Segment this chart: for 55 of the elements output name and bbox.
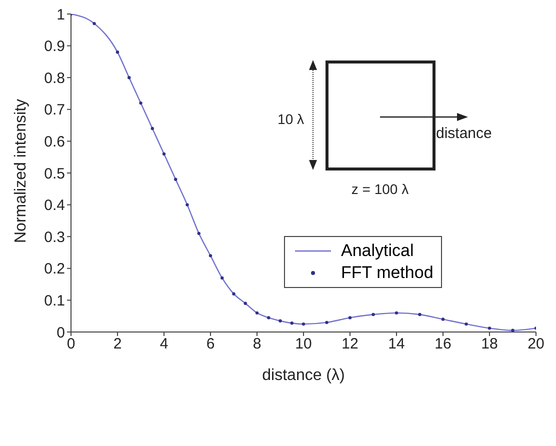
annotation: z = 100 λ <box>351 181 409 197</box>
legend-label: Analytical <box>341 240 414 262</box>
point <box>325 320 328 324</box>
legend-label: FFT method <box>341 262 434 284</box>
y-tick-label: 0.4 <box>44 197 65 214</box>
point <box>220 276 224 280</box>
x-tick-label: 14 <box>388 336 405 353</box>
point <box>394 311 398 315</box>
x-tick-label: 18 <box>481 336 498 353</box>
point <box>267 316 270 320</box>
point <box>128 76 131 80</box>
x-tick-label: 8 <box>252 336 262 353</box>
x-tick-label: 6 <box>206 336 215 353</box>
point <box>488 326 492 330</box>
point <box>174 178 178 181</box>
point <box>232 292 236 296</box>
x-tick-label: 16 <box>434 336 452 353</box>
point <box>116 50 120 54</box>
annotation: 10 λ <box>278 111 304 127</box>
point <box>244 302 247 305</box>
y-tick-label: 0 <box>56 324 65 342</box>
point <box>186 203 189 206</box>
point <box>139 101 142 105</box>
point <box>255 311 259 315</box>
point <box>150 126 154 130</box>
x-tick-label: 10 <box>295 336 312 353</box>
x-tick-label: 12 <box>342 336 358 353</box>
annotation: distance <box>436 125 492 142</box>
point <box>290 321 294 325</box>
point <box>302 322 306 326</box>
y-axis-title: Normalized intensity <box>12 98 30 243</box>
point <box>372 312 375 316</box>
point <box>464 322 468 326</box>
point <box>197 232 200 236</box>
y-tick-label: 0.8 <box>44 70 65 87</box>
point <box>208 254 212 258</box>
point <box>418 312 422 316</box>
y-tick-label: 0.6 <box>44 134 65 151</box>
point <box>92 22 96 26</box>
point <box>278 319 282 322</box>
point <box>162 152 166 156</box>
x-tick-label: 2 <box>113 336 122 353</box>
point <box>348 316 352 320</box>
x-axis-title: distance (λ) <box>262 367 345 384</box>
x-tick-label: 4 <box>160 336 168 353</box>
y-tick-label: 0.5 <box>44 165 65 182</box>
y-tick-label: 0.2 <box>44 260 65 278</box>
y-tick-label: 0.1 <box>44 292 65 310</box>
y-tick-label: 0.3 <box>44 228 65 246</box>
point <box>511 328 514 332</box>
y-tick-label: 1 <box>56 6 65 24</box>
x-tick-label: 20 <box>528 336 544 353</box>
point <box>441 318 445 321</box>
y-tick-label: 0.7 <box>44 102 65 119</box>
y-tick-label: 0.9 <box>44 38 65 56</box>
